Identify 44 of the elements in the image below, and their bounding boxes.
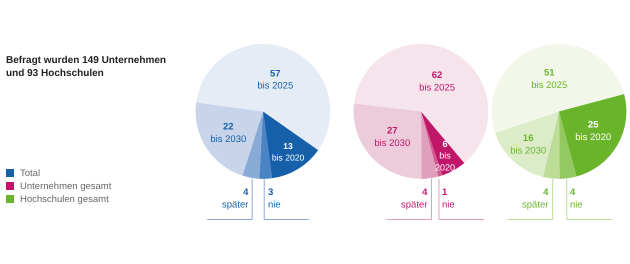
slice-label: bis 2030 bbox=[374, 138, 410, 149]
data-label: 4 bbox=[243, 187, 250, 198]
pie-slice bbox=[259, 111, 272, 179]
slice-label: bis 2025 bbox=[257, 80, 294, 92]
slice-label: bis 2020 bbox=[575, 132, 612, 143]
data-label: 6 bbox=[442, 139, 448, 149]
pie-slice bbox=[354, 103, 422, 179]
data-label: 16 bbox=[522, 133, 534, 144]
slice-label: bis 2030 bbox=[510, 146, 546, 157]
slice-label: später bbox=[522, 199, 548, 210]
pie-slice bbox=[196, 102, 263, 176]
slice-label: nie bbox=[268, 199, 281, 210]
slice-label: bis 2020 bbox=[272, 152, 304, 162]
slice-label: später bbox=[222, 199, 248, 210]
data-label: 4 bbox=[570, 187, 576, 198]
data-label: 27 bbox=[386, 125, 398, 136]
pie-slice bbox=[354, 44, 488, 164]
data-label: 25 bbox=[588, 119, 600, 130]
data-label: 62 bbox=[432, 70, 442, 82]
text: Total bbox=[20, 168, 40, 179]
data-label: 4 bbox=[543, 187, 550, 198]
pie-slice bbox=[263, 111, 318, 178]
slice-label: nie bbox=[570, 199, 583, 210]
pie-slice bbox=[559, 111, 576, 179]
slice-label: nie bbox=[442, 199, 455, 210]
slice-label: bis 2025 bbox=[419, 82, 455, 94]
text: Hochschulen gesamt bbox=[20, 194, 109, 205]
pie-slice bbox=[196, 44, 330, 150]
slice-label: bis 2030 bbox=[210, 134, 246, 145]
slice-label: bis 2020 bbox=[435, 150, 456, 172]
text: Befragt wurden 149 Unternehmen und 93 Hochschulen bbox=[6, 54, 168, 80]
data-label: 57 bbox=[270, 68, 281, 80]
text: Unternehmen gesamt bbox=[20, 181, 112, 192]
data-label: 13 bbox=[283, 141, 294, 152]
pie-slice bbox=[495, 111, 559, 177]
data-label: 51 bbox=[544, 67, 556, 78]
slice-label: später bbox=[401, 199, 428, 210]
pie-slice bbox=[559, 94, 626, 177]
data-label: 1 bbox=[442, 187, 448, 198]
slice-label: bis 2025 bbox=[531, 80, 568, 91]
data-label: 3 bbox=[268, 187, 274, 198]
pie-slice bbox=[492, 44, 624, 133]
data-label: 22 bbox=[223, 122, 234, 133]
data-label: 4 bbox=[422, 187, 428, 198]
